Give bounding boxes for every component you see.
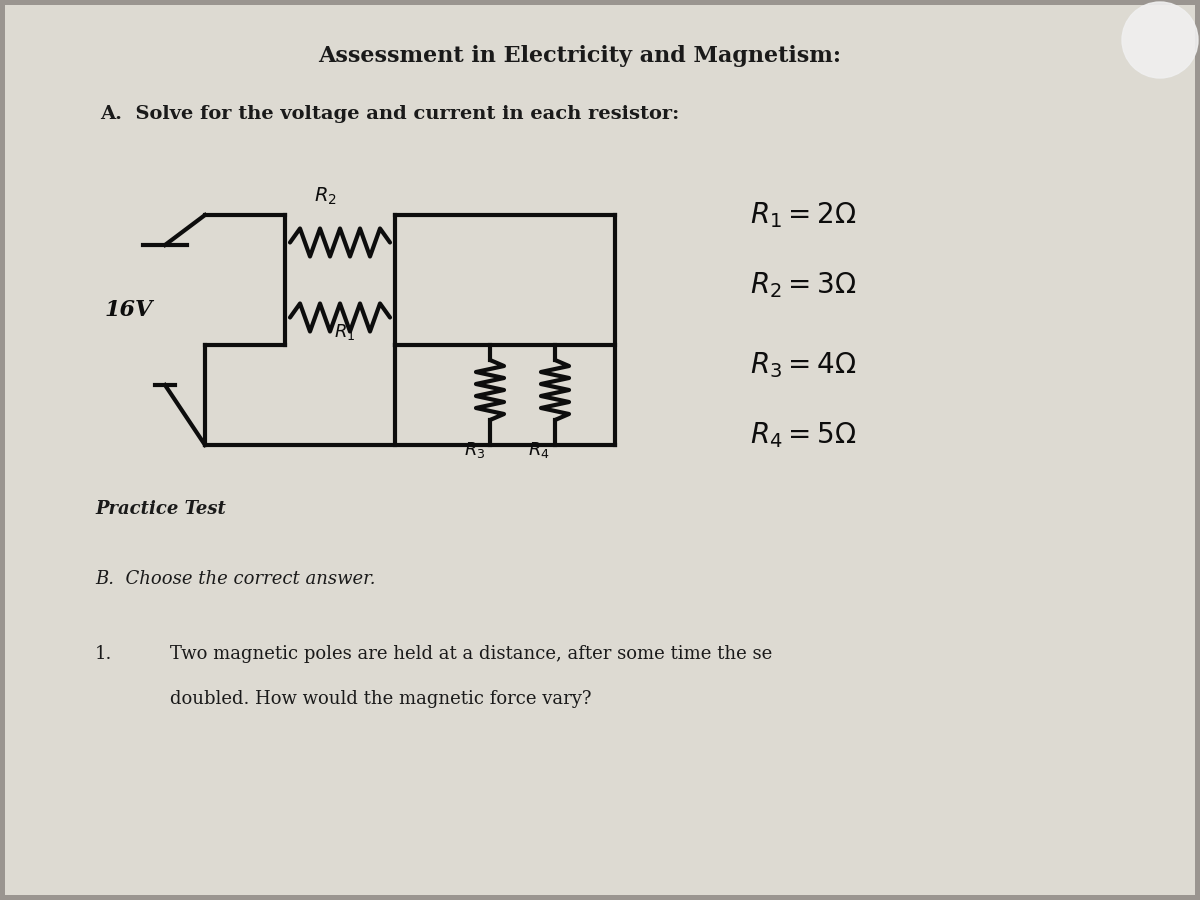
- Text: doubled. How would the magnetic force vary?: doubled. How would the magnetic force va…: [170, 690, 592, 708]
- Text: $R_4$: $R_4$: [528, 440, 550, 460]
- FancyBboxPatch shape: [5, 5, 1195, 895]
- Text: $R_3$: $R_3$: [463, 440, 485, 460]
- Text: Practice Test: Practice Test: [95, 500, 226, 518]
- Text: $R_1$: $R_1$: [335, 322, 355, 343]
- Text: B.  Choose the correct answer.: B. Choose the correct answer.: [95, 570, 376, 588]
- Text: 1.: 1.: [95, 645, 113, 663]
- Text: A.  Solve for the voltage and current in each resistor:: A. Solve for the voltage and current in …: [100, 105, 679, 123]
- Text: Assessment in Electricity and Magnetism:: Assessment in Electricity and Magnetism:: [318, 45, 841, 67]
- Text: $R_2 = 3\Omega$: $R_2 = 3\Omega$: [750, 270, 857, 300]
- Text: $R_4 = 5\Omega$: $R_4 = 5\Omega$: [750, 420, 857, 450]
- Circle shape: [1122, 2, 1198, 78]
- Text: $R_3 = 4\Omega$: $R_3 = 4\Omega$: [750, 350, 857, 380]
- Text: $R_1 = 2\Omega$: $R_1 = 2\Omega$: [750, 200, 857, 230]
- Text: Two magnetic poles are held at a distance, after some time the se: Two magnetic poles are held at a distanc…: [170, 645, 773, 663]
- Text: $R_2$: $R_2$: [313, 185, 336, 207]
- Text: 16V: 16V: [106, 299, 154, 321]
